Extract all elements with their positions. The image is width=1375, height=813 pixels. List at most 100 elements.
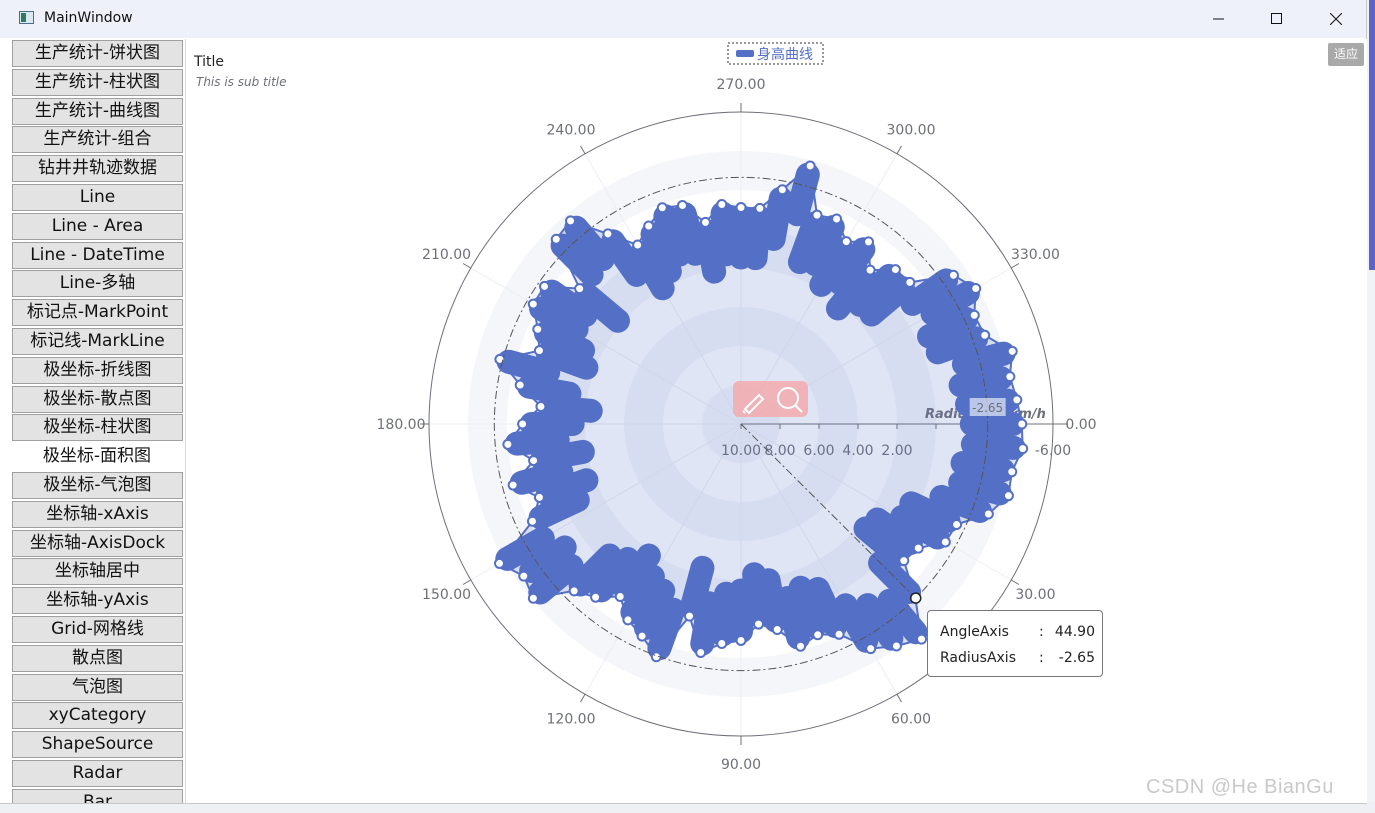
- series-point[interactable]: [979, 329, 991, 341]
- series-bar[interactable]: [539, 279, 598, 328]
- series-point[interactable]: [939, 536, 951, 548]
- chart-legend[interactable]: 身高曲线: [727, 42, 824, 65]
- series-group[interactable]: [494, 160, 1029, 663]
- series-bar[interactable]: [620, 564, 665, 625]
- series-bar[interactable]: [529, 296, 589, 342]
- series-point[interactable]: [695, 647, 707, 659]
- series-bar[interactable]: [528, 488, 590, 530]
- series-point[interactable]: [912, 542, 924, 554]
- series-bar[interactable]: [647, 597, 686, 661]
- series-point[interactable]: [804, 160, 816, 172]
- sidebar-nav[interactable]: 生产统计-饼状图 生产统计-柱状图 生产统计-曲线图 生产统计-组合 钻井井轨迹数据 Li…: [12, 40, 185, 803]
- sidebar-item[interactable]: 坐标轴居中: [12, 558, 183, 586]
- sidebar-item[interactable]: Grid-网格线: [12, 616, 183, 643]
- series-point[interactable]: [947, 269, 959, 281]
- series-point[interactable]: [735, 634, 747, 646]
- series-point[interactable]: [532, 323, 544, 335]
- series-point[interactable]: [889, 264, 901, 276]
- series-bar[interactable]: [509, 460, 574, 495]
- series-bar[interactable]: [653, 204, 692, 267]
- series-point[interactable]: [622, 614, 634, 626]
- series-point[interactable]: [1016, 418, 1028, 430]
- series-bar[interactable]: [809, 237, 854, 297]
- series-point[interactable]: [539, 280, 551, 292]
- series-bar[interactable]: [948, 470, 1012, 506]
- sidebar-item[interactable]: 坐标轴-AxisDock: [12, 529, 183, 557]
- maximize-button[interactable]: [1248, 0, 1306, 38]
- chart-panel[interactable]: 适应 Title This is sub title 身高曲线 0.00 30.0…: [185, 39, 1367, 803]
- series-point[interactable]: [951, 519, 963, 531]
- sidebar-item[interactable]: Line-多轴: [12, 270, 183, 298]
- series-point[interactable]: [574, 283, 586, 295]
- series-bar[interactable]: [803, 215, 845, 277]
- series-point[interactable]: [494, 557, 506, 569]
- series-bar[interactable]: [756, 568, 788, 633]
- series-bar[interactable]: [950, 451, 1015, 483]
- series-point[interactable]: [550, 233, 562, 245]
- series-bar[interactable]: [951, 341, 1016, 377]
- series-point[interactable]: [518, 570, 530, 582]
- series-point[interactable]: [904, 276, 916, 288]
- series-bar[interactable]: [848, 263, 902, 317]
- sidebar-item[interactable]: 生产统计-组合: [12, 126, 183, 154]
- series-bar[interactable]: [690, 591, 722, 656]
- series-bar[interactable]: [495, 526, 555, 571]
- minimize-button[interactable]: [1190, 0, 1248, 38]
- series-point[interactable]: [676, 200, 688, 212]
- series-point[interactable]: [982, 508, 994, 520]
- sidebar-item[interactable]: Radar: [12, 760, 183, 787]
- series-point[interactable]: [831, 213, 843, 225]
- series-bar[interactable]: [672, 202, 708, 266]
- series-bar[interactable]: [589, 546, 640, 603]
- series-point[interactable]: [632, 239, 644, 251]
- series-bar[interactable]: [775, 585, 811, 650]
- series-point[interactable]: [643, 220, 655, 232]
- series-bar[interactable]: [859, 276, 915, 327]
- sidebar-item[interactable]: 生产统计-曲线图: [12, 97, 183, 125]
- series-bar[interactable]: [496, 349, 561, 385]
- zoom-icon[interactable]: [777, 387, 803, 413]
- sidebar-item[interactable]: xyCategory: [12, 702, 183, 730]
- series-bar[interactable]: [574, 282, 630, 333]
- series-point[interactable]: [864, 264, 876, 276]
- series-bar[interactable]: [710, 581, 739, 647]
- series-bar[interactable]: [564, 215, 615, 272]
- series-point[interactable]: [968, 309, 980, 321]
- series-point[interactable]: [970, 282, 982, 294]
- sidebar-item[interactable]: 气泡图: [12, 673, 183, 701]
- sidebar-item[interactable]: ShapeSource: [12, 731, 183, 759]
- series-bar[interactable]: [825, 265, 877, 321]
- series-point[interactable]: [565, 215, 577, 227]
- series-bar[interactable]: [742, 562, 770, 628]
- sidebar-item[interactable]: Line - Area: [12, 212, 183, 240]
- series-bar[interactable]: [785, 162, 820, 227]
- series-point[interactable]: [590, 591, 602, 603]
- series-point[interactable]: [865, 643, 877, 655]
- series-bar[interactable]: [710, 201, 739, 267]
- series-point[interactable]: [735, 202, 747, 214]
- title-bar[interactable]: MainWindow: [0, 0, 1366, 38]
- series-bar[interactable]: [853, 516, 909, 567]
- brush-icon[interactable]: [742, 393, 765, 415]
- series-bar[interactable]: [679, 555, 715, 620]
- series-point[interactable]: [1017, 443, 1029, 455]
- sidebar-item[interactable]: Bar: [12, 788, 183, 803]
- sidebar-item[interactable]: 生产统计-柱状图: [12, 68, 183, 96]
- series-point[interactable]: [898, 555, 910, 567]
- series-point[interactable]: [1004, 371, 1016, 383]
- series-bar[interactable]: [787, 211, 826, 275]
- series-point[interactable]: [915, 633, 927, 645]
- series-point[interactable]: [812, 629, 824, 641]
- sidebar-item[interactable]: 极坐标-面积图: [12, 443, 185, 471]
- sidebar-item[interactable]: 坐标轴-yAxis: [12, 587, 183, 615]
- series-bar[interactable]: [530, 439, 595, 472]
- sidebar-item[interactable]: Line - DateTime: [12, 241, 183, 269]
- sidebar-item[interactable]: 极坐标-气泡图: [12, 472, 183, 499]
- series-bar[interactable]: [925, 326, 989, 365]
- series-bar[interactable]: [568, 543, 622, 597]
- series-point[interactable]: [754, 202, 766, 214]
- series-point[interactable]: [602, 228, 614, 240]
- series-bar[interactable]: [890, 504, 950, 550]
- series-bar[interactable]: [805, 576, 848, 639]
- series-point[interactable]: [1006, 466, 1018, 478]
